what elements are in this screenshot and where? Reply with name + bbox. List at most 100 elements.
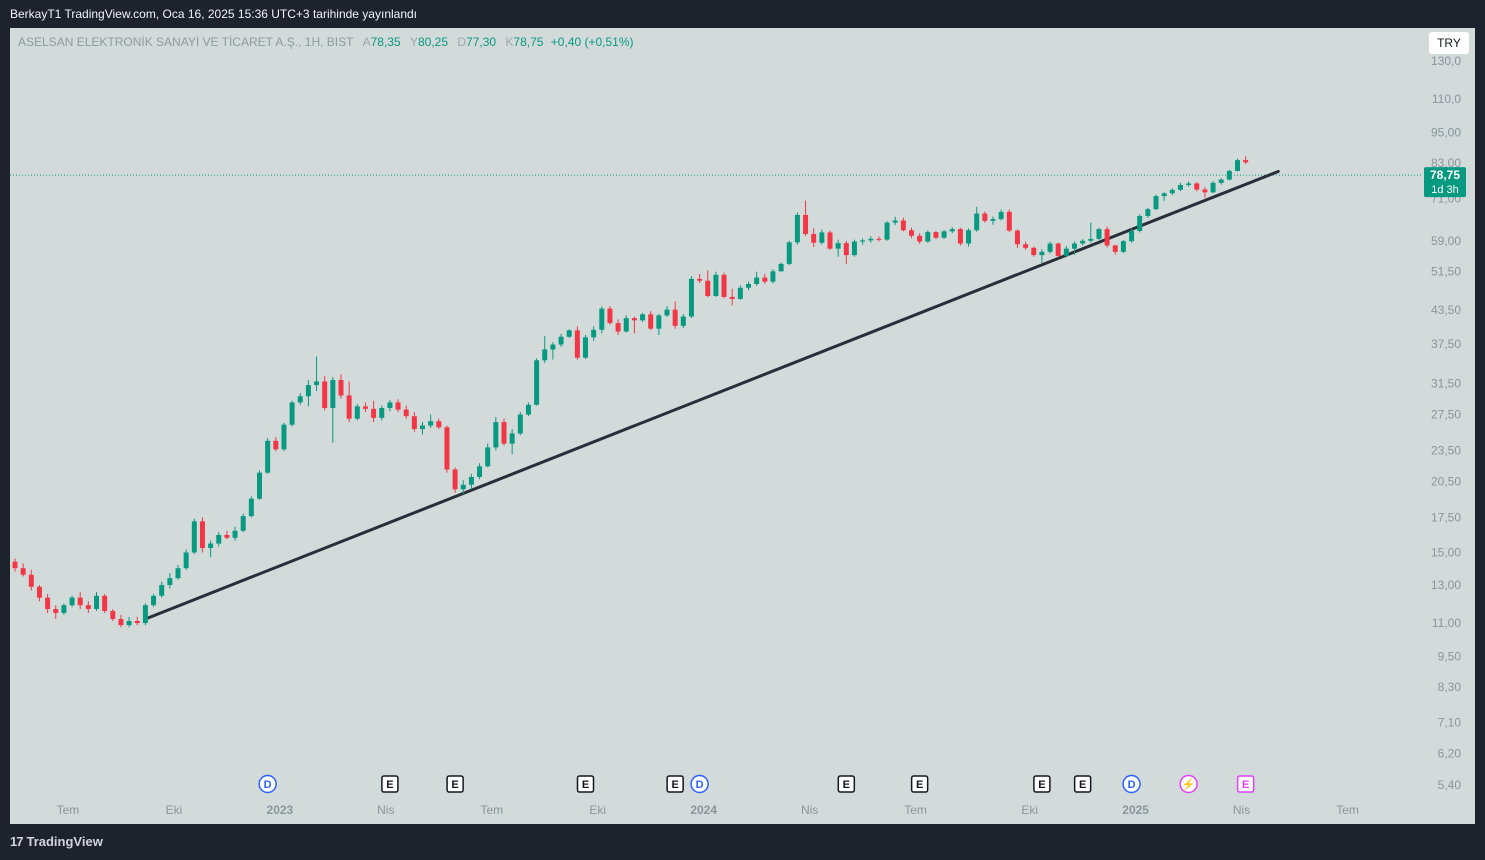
candle[interactable]: [477, 463, 483, 480]
candle[interactable]: [884, 221, 890, 241]
candle[interactable]: [1202, 187, 1208, 198]
candle[interactable]: [949, 227, 955, 234]
candle[interactable]: [599, 306, 605, 334]
candle[interactable]: [118, 614, 124, 628]
candle[interactable]: [786, 240, 792, 266]
candle[interactable]: [607, 305, 613, 325]
candle[interactable]: [134, 616, 140, 626]
candle[interactable]: [273, 437, 279, 452]
candle[interactable]: [1063, 245, 1069, 258]
candle[interactable]: [509, 429, 515, 455]
candle[interactable]: [1104, 226, 1110, 248]
candle[interactable]: [721, 272, 727, 299]
candle[interactable]: [77, 592, 83, 610]
candle[interactable]: [583, 335, 588, 359]
candle[interactable]: [1153, 194, 1159, 211]
candle[interactable]: [493, 417, 499, 451]
candle[interactable]: [151, 593, 157, 608]
candle[interactable]: [925, 230, 931, 243]
candle[interactable]: [746, 281, 751, 291]
candle[interactable]: [460, 480, 466, 494]
candle[interactable]: [436, 418, 442, 430]
candle[interactable]: [525, 402, 531, 417]
candle[interactable]: [778, 262, 784, 272]
candle[interactable]: [917, 233, 923, 244]
candle[interactable]: [501, 418, 507, 446]
candle[interactable]: [860, 238, 866, 245]
candle[interactable]: [444, 425, 450, 473]
candle[interactable]: [411, 412, 417, 432]
candle[interactable]: [354, 404, 360, 421]
event-marker-earnings[interactable]: E: [1073, 775, 1092, 793]
candle[interactable]: [631, 316, 637, 334]
candle[interactable]: [615, 319, 621, 336]
candle[interactable]: [232, 526, 238, 541]
candle[interactable]: [591, 326, 597, 341]
candle[interactable]: [892, 216, 898, 226]
candle[interactable]: [957, 227, 963, 246]
candle[interactable]: [257, 470, 262, 500]
currency-button[interactable]: TRY: [1429, 32, 1469, 54]
candle[interactable]: [648, 311, 654, 331]
candle[interactable]: [1145, 207, 1151, 219]
candle[interactable]: [322, 375, 328, 411]
footer-brand[interactable]: 17 TradingView: [10, 830, 103, 854]
candle[interactable]: [102, 593, 108, 613]
event-marker-earnings[interactable]: E: [446, 775, 464, 793]
candle[interactable]: [909, 227, 914, 239]
candle[interactable]: [371, 400, 377, 423]
candle[interactable]: [85, 601, 91, 613]
candle[interactable]: [1235, 158, 1240, 172]
candle[interactable]: [1055, 242, 1061, 258]
candle[interactable]: [94, 592, 99, 611]
candle[interactable]: [933, 230, 939, 240]
candle[interactable]: [20, 563, 26, 577]
candle[interactable]: [1023, 241, 1029, 250]
candle[interactable]: [468, 473, 474, 490]
candle[interactable]: [1080, 239, 1086, 246]
candle[interactable]: [990, 216, 996, 225]
candle[interactable]: [159, 581, 165, 598]
candle[interactable]: [851, 239, 857, 257]
candle[interactable]: [387, 400, 393, 412]
candle[interactable]: [36, 585, 42, 602]
candle[interactable]: [1120, 240, 1126, 254]
candle[interactable]: [1194, 181, 1200, 192]
candle[interactable]: [183, 549, 189, 570]
candle[interactable]: [1096, 227, 1102, 241]
candle[interactable]: [208, 540, 214, 558]
candle[interactable]: [1226, 169, 1232, 181]
candle[interactable]: [672, 301, 678, 329]
candle[interactable]: [395, 399, 401, 413]
candle[interactable]: [289, 400, 295, 427]
candle[interactable]: [199, 517, 205, 553]
candle[interactable]: [623, 315, 629, 333]
candle[interactable]: [485, 443, 491, 468]
candle[interactable]: [974, 206, 980, 232]
candle[interactable]: [811, 228, 817, 248]
candle[interactable]: [224, 530, 230, 540]
candle[interactable]: [1186, 181, 1192, 187]
chart-panel[interactable]: 130,0 110,0 95,00 83,00 71,00 59,00 51,50 43,50…: [10, 28, 1475, 824]
candle[interactable]: [737, 285, 743, 300]
candle[interactable]: [762, 273, 768, 284]
event-marker-earnings[interactable]: E: [576, 775, 595, 793]
candle[interactable]: [680, 313, 686, 329]
candle[interactable]: [868, 236, 874, 243]
candle[interactable]: [379, 405, 385, 421]
event-marker-dividend[interactable]: D: [258, 774, 277, 794]
event-marker-earnings[interactable]: E: [837, 775, 856, 793]
candle[interactable]: [28, 569, 34, 591]
candle[interactable]: [1243, 156, 1249, 164]
event-marker-dividend[interactable]: D: [1122, 774, 1141, 794]
candle[interactable]: [982, 211, 988, 223]
candle[interactable]: [403, 405, 409, 419]
candle[interactable]: [941, 229, 947, 239]
candle[interactable]: [248, 496, 254, 518]
candle[interactable]: [900, 217, 906, 232]
candle[interactable]: [1014, 229, 1020, 248]
candle[interactable]: [167, 573, 173, 589]
candle[interactable]: [216, 532, 222, 547]
event-marker-earnings-future[interactable]: E: [1236, 775, 1255, 793]
candle[interactable]: [697, 273, 703, 284]
